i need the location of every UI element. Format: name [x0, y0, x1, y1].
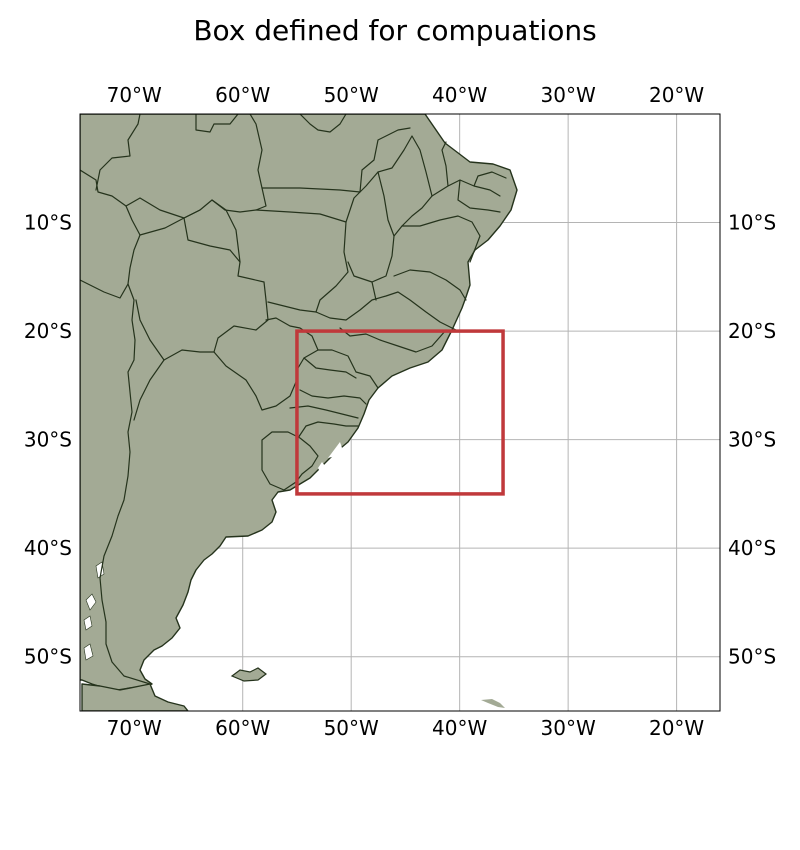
state-maranhao-piaui: [377, 135, 433, 237]
lon-tick-label-bottom: 30°W: [541, 716, 596, 740]
country-and-state-borders: [80, 114, 507, 685]
state-acre-rondonia: [183, 199, 241, 263]
lat-tick-label-right: 10°S: [728, 211, 776, 235]
lon-tick-label-bottom: 70°W: [107, 716, 162, 740]
lon-tick-label-bottom: 50°W: [324, 716, 379, 740]
state-sao-paulo-parana: [289, 349, 379, 419]
lon-tick-label-top: 40°W: [432, 83, 487, 107]
lake-mirim: [318, 462, 325, 472]
lat-tick-label-right: 30°S: [728, 428, 776, 452]
lon-tick-label-bottom: 60°W: [215, 716, 270, 740]
lake-patos: [328, 442, 342, 458]
state-tocantins: [345, 171, 395, 283]
state-goias-minas: [315, 281, 457, 353]
border-argentina-north: [133, 359, 165, 421]
state-bahia: [393, 215, 481, 301]
lon-tick-label-top: 70°W: [107, 83, 162, 107]
state-santa-catarina-rs: [297, 421, 359, 439]
lat-tick-label-left: 40°S: [24, 536, 72, 560]
map-title: Box defined for compuations: [193, 14, 597, 47]
border-chile-argentina: [99, 283, 151, 685]
tick-labels: 70°W 70°W 60°W 60°W 50°W 50°W 40°W 40°W 30°W 30°W…: [24, 83, 776, 740]
border-colombia-venezuela: [95, 114, 141, 191]
state-mato-grosso: [255, 209, 349, 313]
falkland-islands: [230, 667, 267, 682]
border-andes-north: [80, 205, 141, 299]
lat-tick-label-right: 40°S: [728, 536, 776, 560]
lon-tick-label-top: 60°W: [215, 83, 270, 107]
lon-tick-label-bottom: 20°W: [649, 716, 704, 740]
lon-tick-label-top: 50°W: [324, 83, 379, 107]
lat-tick-label-left: 10°S: [24, 211, 72, 235]
state-amazonas-roraima: [195, 114, 347, 133]
lat-tick-label-left: 50°S: [24, 645, 72, 669]
lat-tick-label-right: 20°S: [728, 319, 776, 343]
lon-tick-label-top: 30°W: [541, 83, 596, 107]
map-frame: [79, 113, 721, 712]
lat-tick-label-left: 20°S: [24, 319, 72, 343]
south-georgia-island: [481, 699, 505, 708]
tierra-del-fuego: [81, 683, 189, 711]
state-para: [261, 127, 411, 193]
lon-tick-label-bottom: 40°W: [432, 716, 487, 740]
computation-box: [295, 329, 505, 496]
lat-tick-label-right: 50°S: [728, 645, 776, 669]
lon-tick-label-top: 20°W: [649, 83, 704, 107]
border-uruguay: [261, 431, 319, 491]
state-ne-states: [431, 141, 507, 213]
lat-tick-label-left: 30°S: [24, 428, 72, 452]
chile-fjords: [83, 561, 105, 661]
